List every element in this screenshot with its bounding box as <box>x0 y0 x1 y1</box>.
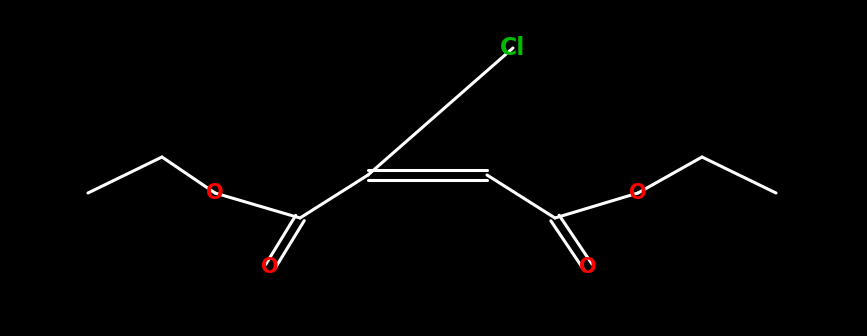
Text: Cl: Cl <box>500 36 525 60</box>
Text: O: O <box>579 257 596 277</box>
Text: O: O <box>261 257 279 277</box>
Text: O: O <box>206 183 224 203</box>
Text: O: O <box>629 183 647 203</box>
